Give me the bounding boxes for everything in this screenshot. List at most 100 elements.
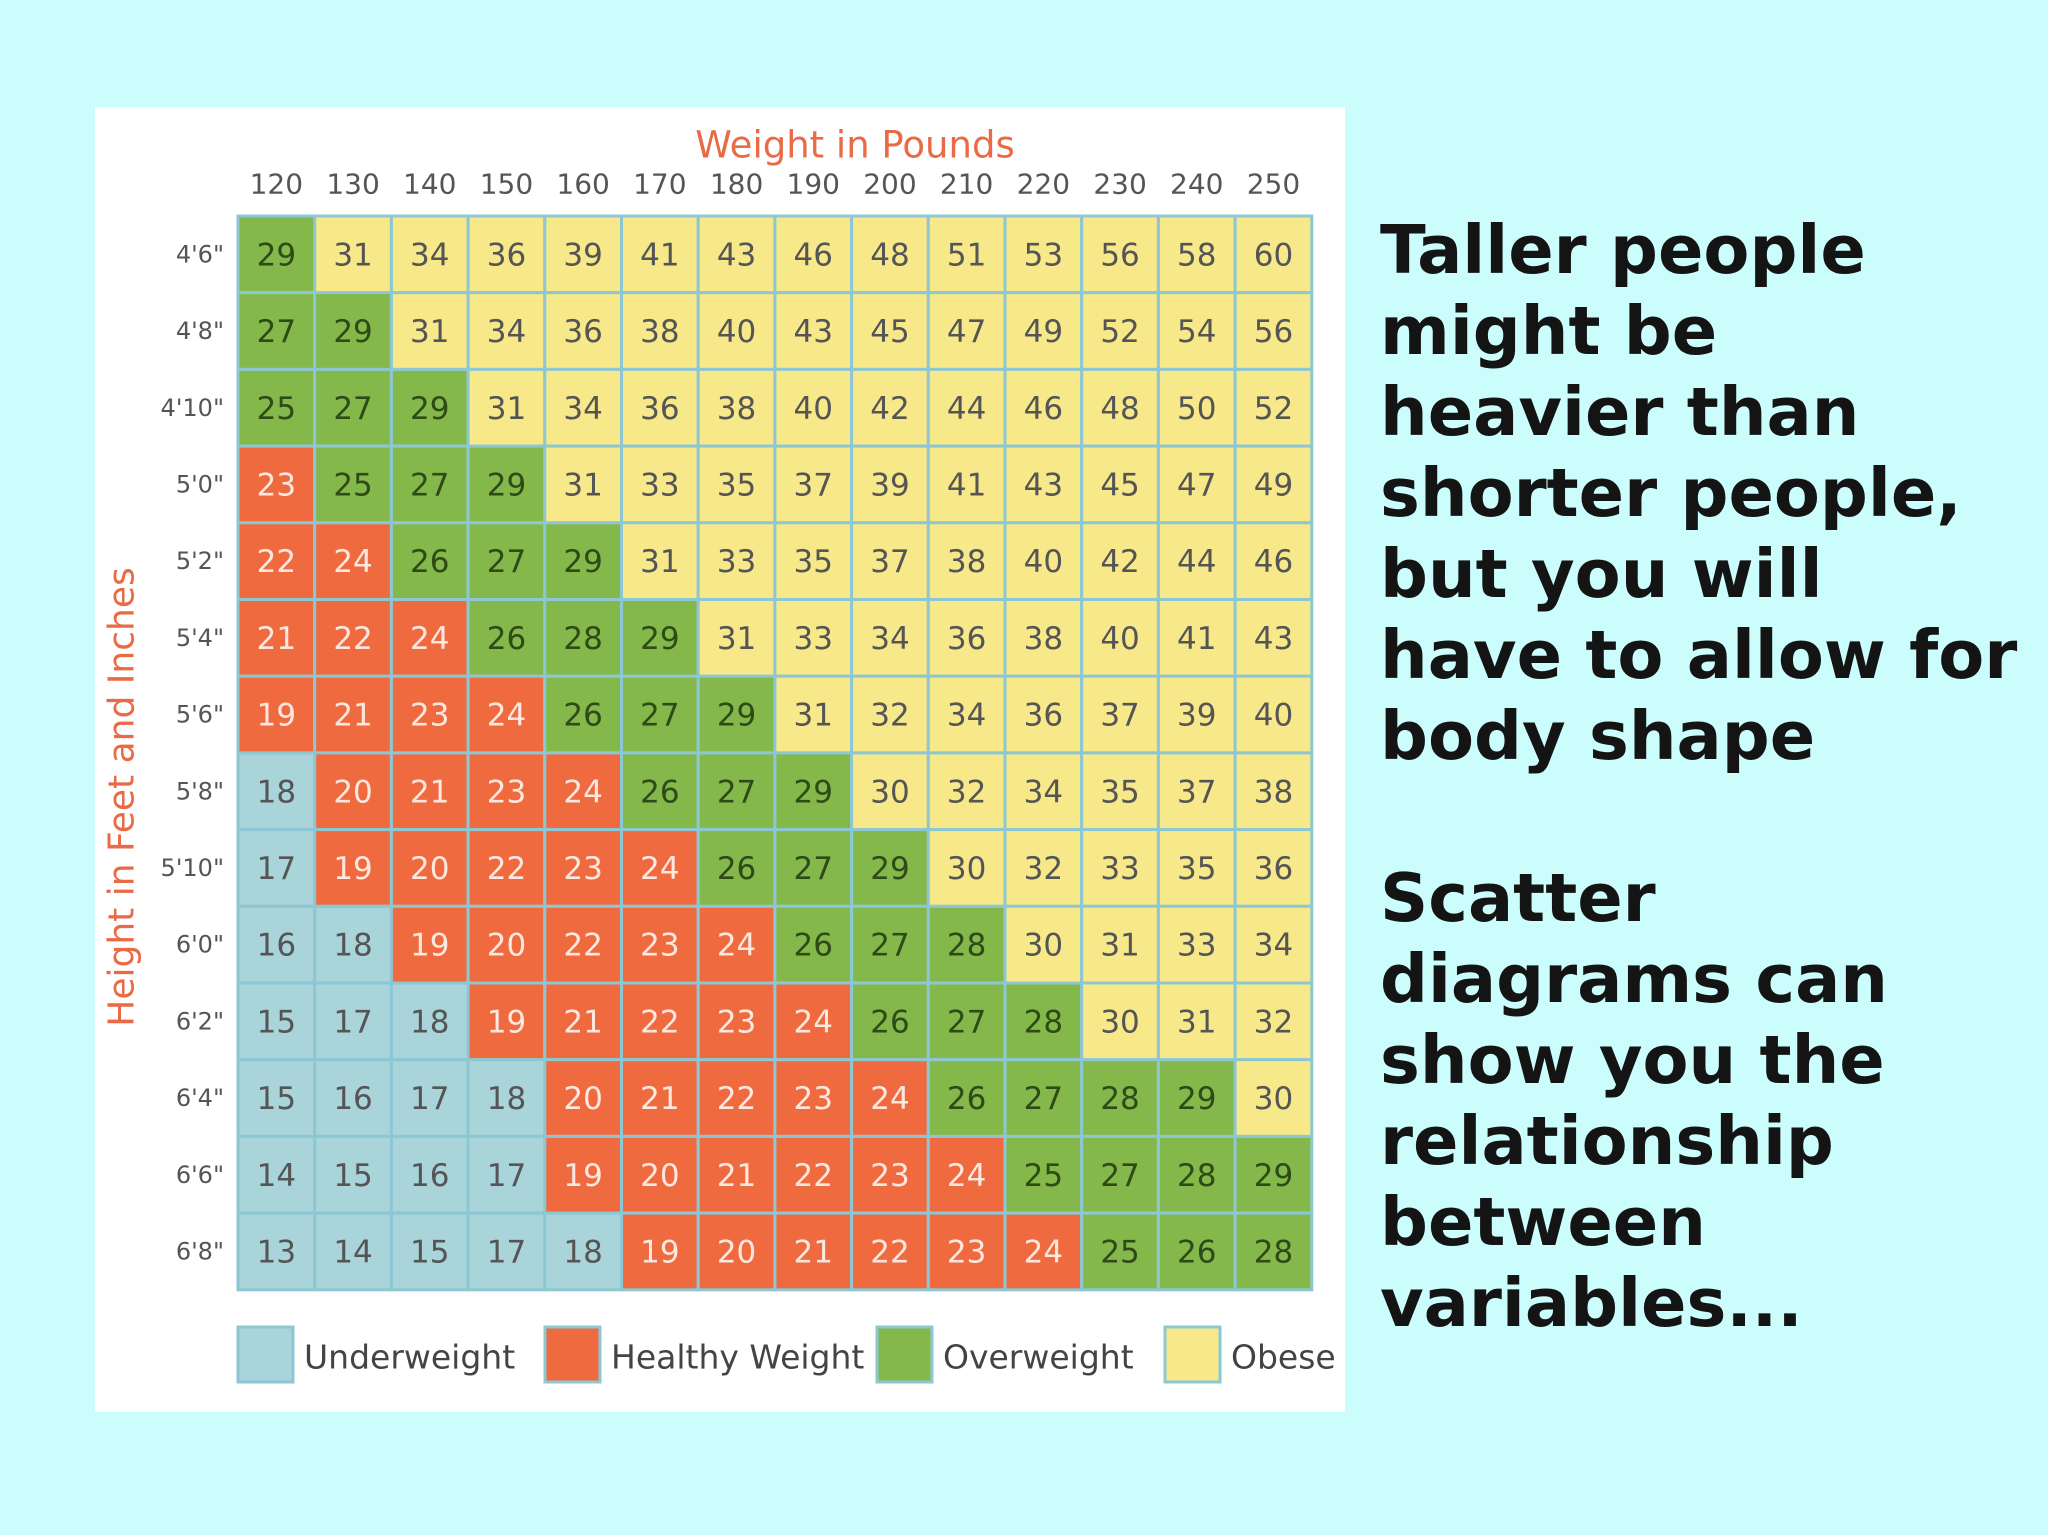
cell-value-label: 23 xyxy=(640,928,679,964)
heatmap-cell xyxy=(620,291,700,371)
cell-value-label: 43 xyxy=(1254,621,1293,657)
heatmap-cell xyxy=(773,1058,854,1138)
cell-value-label: 16 xyxy=(333,1081,372,1117)
cell-value-label: 24 xyxy=(870,1081,909,1117)
cell-value-label: 38 xyxy=(1254,774,1293,810)
cell-value-label: 36 xyxy=(563,314,602,350)
heatmap-cell xyxy=(696,598,777,678)
cell-value-label: 27 xyxy=(947,1004,986,1040)
heatmap-cell xyxy=(1233,521,1314,601)
cell-value-label: 37 xyxy=(794,467,833,503)
cell-value-label: 30 xyxy=(1100,1004,1139,1040)
cell-value-label: 21 xyxy=(717,1158,756,1194)
cell-value-label: 33 xyxy=(1100,851,1139,887)
cell-value-label: 29 xyxy=(1177,1081,1216,1117)
x-tick-label: 130 xyxy=(326,168,379,201)
cell-value-label: 34 xyxy=(947,698,986,734)
heatmap-cell xyxy=(1233,751,1314,832)
cell-value-label: 35 xyxy=(794,544,833,580)
cell-value-label: 23 xyxy=(563,851,602,887)
heatmap-cell xyxy=(1156,904,1237,985)
heatmap-cell xyxy=(1080,1058,1160,1138)
cell-value-label: 38 xyxy=(1024,621,1063,657)
cell-value-label: 35 xyxy=(1177,851,1216,887)
cell-value-label: 21 xyxy=(563,1004,602,1040)
heatmap-cell xyxy=(313,598,393,678)
cell-value-label: 24 xyxy=(794,1004,833,1040)
y-tick-label: 5'2" xyxy=(176,547,224,575)
cell-value-label: 27 xyxy=(1024,1081,1063,1117)
cell-value-label: 23 xyxy=(870,1158,909,1194)
heatmap-cell xyxy=(1003,1211,1084,1292)
cell-value-label: 34 xyxy=(1024,774,1063,810)
slide-paragraph-1: Taller people might be heavier than shor… xyxy=(1380,211,2018,775)
heatmap-cell xyxy=(236,674,317,755)
heatmap-cell xyxy=(926,981,1007,1062)
heatmap-cell xyxy=(1156,444,1237,525)
cell-value-label: 29 xyxy=(563,544,602,580)
heatmap-cell xyxy=(1156,1211,1237,1292)
heatmap-cell xyxy=(389,521,470,601)
cell-value-label: 34 xyxy=(1254,928,1293,964)
heatmap-cell xyxy=(1233,1211,1314,1292)
cell-value-label: 24 xyxy=(563,774,602,810)
heatmap-cell xyxy=(1003,444,1084,525)
y-tick-label: 5'6" xyxy=(176,701,224,729)
cell-value-label: 47 xyxy=(947,314,986,350)
heatmap-cell xyxy=(1080,214,1160,295)
cell-value-label: 34 xyxy=(487,314,526,350)
cell-value-label: 29 xyxy=(870,851,909,887)
cell-value-label: 30 xyxy=(870,774,909,810)
heatmap-cell xyxy=(543,674,623,755)
heatmap-cell xyxy=(466,674,547,755)
bmi-chart-panel: Weight in Pounds Height in Feet and Inch… xyxy=(95,107,1345,1412)
heatmap-cell xyxy=(926,828,1007,908)
x-tick-label: 150 xyxy=(480,168,533,201)
legend-swatch xyxy=(543,1325,602,1384)
bmi-heatmap: Weight in Pounds Height in Feet and Inch… xyxy=(102,124,1336,1384)
cell-value-label: 39 xyxy=(563,237,602,273)
cell-value-label: 40 xyxy=(1024,544,1063,580)
cell-value-label: 28 xyxy=(563,621,602,657)
cell-value-label: 24 xyxy=(640,851,679,887)
cell-value-label: 26 xyxy=(487,621,526,657)
cell-value-label: 49 xyxy=(1024,314,1063,350)
cell-value-label: 23 xyxy=(410,698,449,734)
heatmap-cell xyxy=(773,291,854,371)
cell-value-label: 41 xyxy=(640,237,679,273)
heatmap-cell xyxy=(236,904,317,985)
cell-value-label: 43 xyxy=(717,237,756,273)
cell-value-label: 31 xyxy=(1177,1004,1216,1040)
cell-value-label: 33 xyxy=(1177,928,1216,964)
cell-value-label: 42 xyxy=(1100,544,1139,580)
cell-value-label: 29 xyxy=(487,467,526,503)
cell-value-label: 14 xyxy=(257,1158,296,1194)
cell-value-label: 50 xyxy=(1177,391,1216,427)
heatmap-cell xyxy=(696,674,777,755)
heatmap-cell xyxy=(1003,521,1084,601)
heatmap-cell xyxy=(543,981,623,1062)
cell-value-label: 23 xyxy=(717,1004,756,1040)
x-tick-label: 230 xyxy=(1093,168,1146,201)
heatmap-cell xyxy=(1233,1134,1314,1215)
cell-value-label: 43 xyxy=(1024,467,1063,503)
heatmap-cell xyxy=(1080,751,1160,832)
cell-value-label: 32 xyxy=(1254,1004,1293,1040)
cell-value-label: 33 xyxy=(794,621,833,657)
heatmap-cell xyxy=(1233,214,1314,295)
cell-value-label: 34 xyxy=(410,237,449,273)
y-tick-label: 5'8" xyxy=(176,777,224,805)
cell-value-label: 40 xyxy=(1100,621,1139,657)
heatmap-cell xyxy=(696,444,777,525)
heatmap-cell xyxy=(850,367,930,448)
heatmap-cell xyxy=(1233,674,1314,755)
x-tick-label: 250 xyxy=(1247,168,1300,201)
cell-value-label: 24 xyxy=(487,698,526,734)
cell-value-label: 27 xyxy=(717,774,756,810)
x-tick-label: 210 xyxy=(940,168,993,201)
cell-value-label: 27 xyxy=(333,391,372,427)
cell-value-label: 40 xyxy=(794,391,833,427)
cell-value-label: 14 xyxy=(333,1234,372,1270)
cell-value-label: 20 xyxy=(487,928,526,964)
heatmap-cell xyxy=(773,521,854,601)
